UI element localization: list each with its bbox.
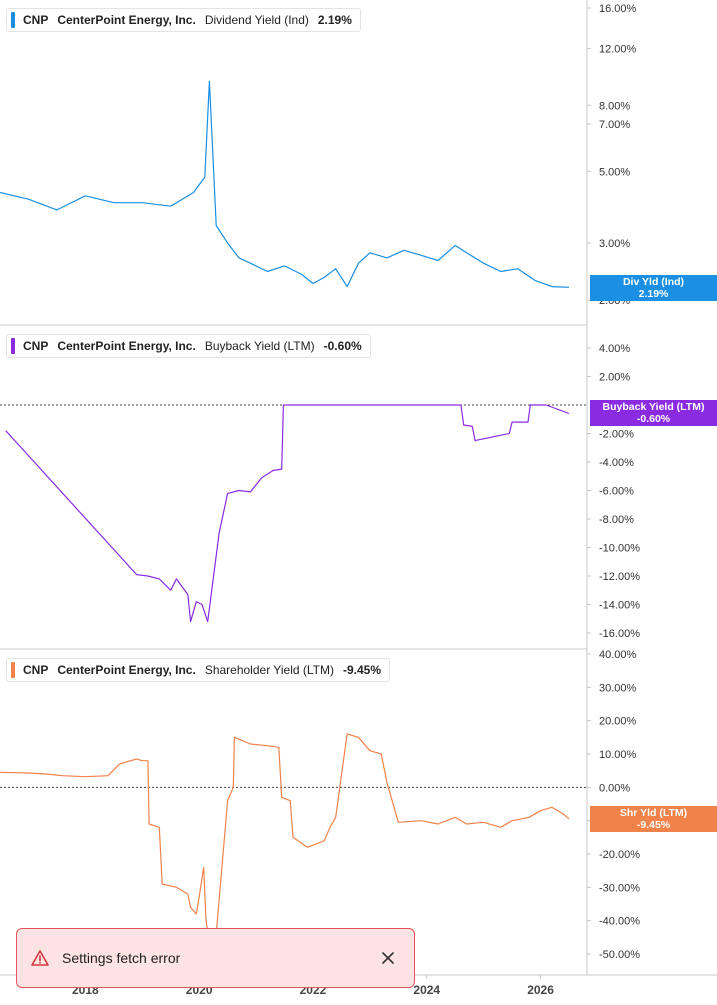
- y-tick-label: 16.00%: [599, 3, 637, 15]
- y-tick-label: -14.00%: [599, 600, 640, 612]
- legend-value: 2.19%: [317, 13, 352, 27]
- close-icon[interactable]: [380, 950, 396, 966]
- legend-company: CenterPoint Energy, Inc.: [57, 13, 196, 27]
- legend-swatch-dividend: [11, 12, 15, 28]
- y-tick-label: -2.00%: [599, 429, 634, 441]
- legend-ticker: CNP: [23, 13, 49, 27]
- toast-message: Settings fetch error: [62, 950, 181, 966]
- legend-company: CenterPoint Energy, Inc.: [57, 663, 196, 677]
- y-tick-label: 10.00%: [599, 749, 637, 761]
- y-tick-label: -8.00%: [599, 514, 634, 526]
- y-tick-label: -16.00%: [599, 628, 640, 640]
- y-tick-label: 40.00%: [599, 649, 637, 661]
- y-tick-label: -50.00%: [599, 949, 640, 961]
- warning-triangle-icon: [31, 950, 49, 966]
- y-tick-label: -4.00%: [599, 457, 634, 469]
- y-tick-label: 5.00%: [599, 166, 630, 178]
- y-tick-label: -30.00%: [599, 882, 640, 894]
- legend-shareholder-yield[interactable]: CNP CenterPoint Energy, Inc. Shareholder…: [6, 658, 391, 682]
- y-tick-label: -20.00%: [599, 849, 640, 861]
- legend-swatch-buyback: [11, 338, 15, 354]
- legend-swatch-shareholder: [11, 662, 15, 678]
- y-tick-label: 30.00%: [599, 682, 637, 694]
- y-tick-label: -10.00%: [599, 543, 640, 555]
- legend-value: -0.60%: [323, 339, 362, 353]
- y-tick-label: 2.00%: [599, 372, 630, 384]
- x-tick-label: 2024: [413, 983, 440, 997]
- legend-metric: Dividend Yield (Ind): [204, 13, 309, 27]
- y-tick-label: -12.00%: [599, 571, 640, 583]
- legend-value: -9.45%: [342, 663, 382, 677]
- series-line-buyback-yield: [5, 404, 570, 623]
- legend-dividend-yield[interactable]: CNP CenterPoint Energy, Inc. Dividend Yi…: [6, 8, 361, 32]
- y-tick-label: -6.00%: [599, 486, 634, 498]
- y-tick-label: -40.00%: [599, 916, 640, 928]
- value-tag-shareholder: Shr Yld (LTM) -9.45%: [590, 806, 717, 832]
- legend-metric: Shareholder Yield (LTM): [204, 663, 334, 677]
- y-tick-label: 0.00%: [599, 782, 630, 794]
- value-tag-value: 2.19%: [638, 288, 669, 300]
- x-tick-label: 2026: [527, 983, 554, 997]
- series-line-shareholder-yield: [0, 733, 570, 935]
- y-tick-label: 7.00%: [599, 119, 630, 131]
- legend-buyback-yield[interactable]: CNP CenterPoint Energy, Inc. Buyback Yie…: [6, 334, 371, 358]
- y-tick-label: 20.00%: [599, 716, 637, 728]
- value-tag-dividend: Div Yld (Ind) 2.19%: [590, 275, 717, 301]
- value-tag-label: Shr Yld (LTM): [619, 807, 688, 819]
- value-tag-value: -9.45%: [636, 819, 671, 831]
- value-tag-label: Div Yld (Ind): [622, 276, 685, 288]
- value-tag-label: Buyback Yield (LTM): [602, 401, 705, 413]
- y-tick-label: 3.00%: [599, 238, 630, 250]
- y-tick-label: 12.00%: [599, 43, 637, 55]
- error-toast: Settings fetch error: [16, 928, 415, 988]
- series-line-dividend-yield: [0, 80, 570, 288]
- y-tick-label: 8.00%: [599, 100, 630, 112]
- value-tag-buyback: Buyback Yield (LTM) -0.60%: [590, 400, 717, 426]
- legend-ticker: CNP: [23, 339, 49, 353]
- legend-metric: Buyback Yield (LTM): [204, 339, 315, 353]
- legend-company: CenterPoint Energy, Inc.: [57, 339, 196, 353]
- legend-ticker: CNP: [23, 663, 49, 677]
- y-tick-label: 4.00%: [599, 343, 630, 355]
- value-tag-value: -0.60%: [636, 413, 671, 425]
